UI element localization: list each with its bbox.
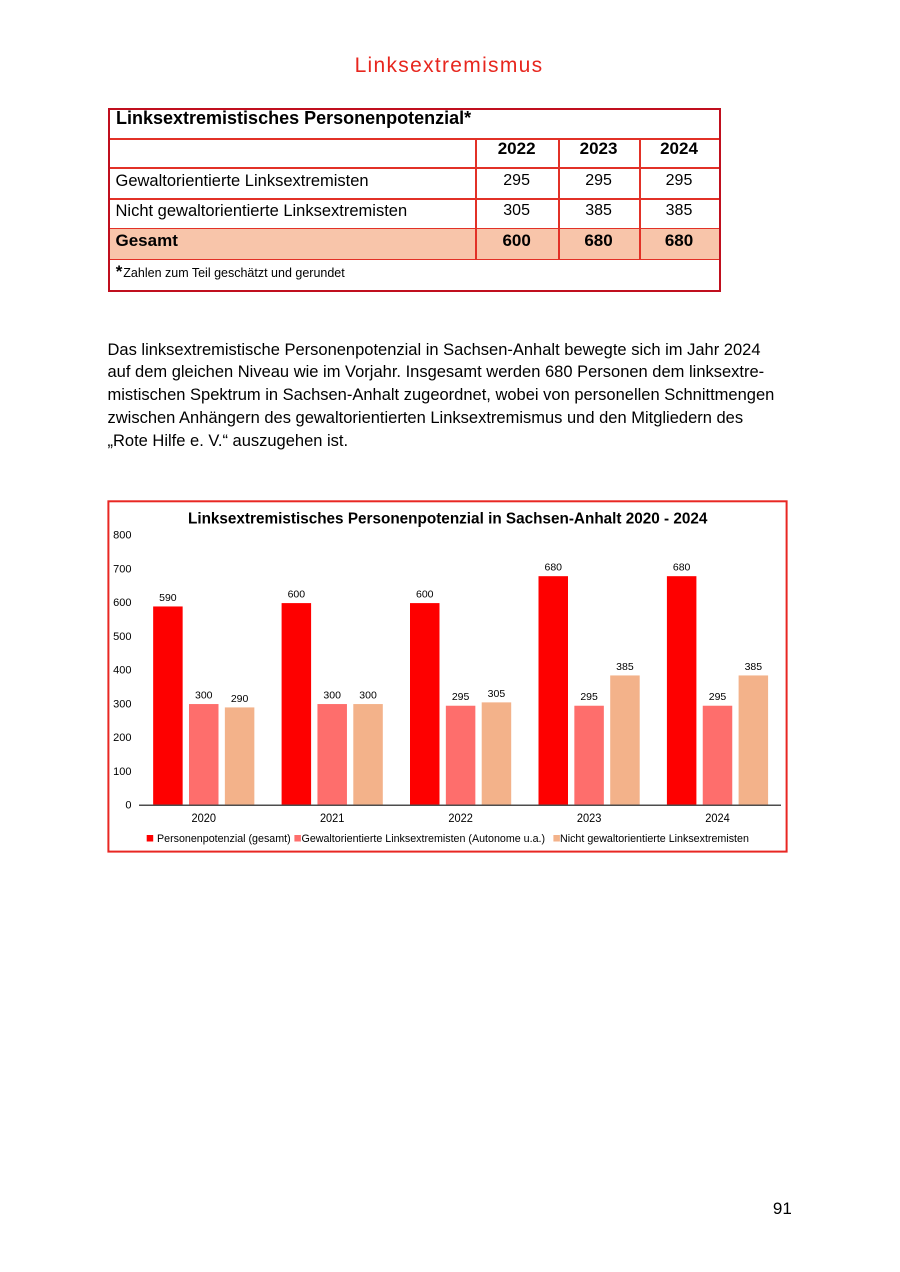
svg-text:2024: 2024 — [705, 811, 730, 825]
svg-text:295: 295 — [452, 691, 470, 703]
svg-text:700: 700 — [113, 563, 131, 575]
svg-text:300: 300 — [359, 690, 377, 702]
svg-text:Nicht gewaltorientierte Linkse: Nicht gewaltorientierte Linksextremisten — [560, 833, 749, 845]
svg-text:600: 600 — [113, 597, 131, 609]
svg-text:2023: 2023 — [577, 811, 602, 825]
svg-text:680: 680 — [544, 562, 562, 574]
svg-text:305: 305 — [488, 688, 506, 700]
svg-text:500: 500 — [113, 631, 131, 643]
svg-text:Linksextremistisches Personenp: Linksextremistisches Personenpotenzial i… — [188, 510, 708, 527]
svg-text:400: 400 — [113, 665, 131, 677]
svg-text:385: 385 — [745, 661, 763, 673]
svg-text:295: 295 — [580, 691, 598, 703]
svg-text:600: 600 — [416, 589, 434, 601]
svg-text:385: 385 — [616, 661, 634, 673]
svg-text:2020: 2020 — [192, 811, 217, 825]
svg-text:100: 100 — [113, 766, 131, 778]
svg-text:2021: 2021 — [320, 811, 345, 825]
svg-text:300: 300 — [323, 690, 341, 702]
svg-text:295: 295 — [709, 691, 727, 703]
svg-text:800: 800 — [113, 530, 131, 542]
svg-text:680: 680 — [673, 562, 691, 574]
svg-text:300: 300 — [113, 698, 131, 710]
svg-text:300: 300 — [195, 690, 213, 702]
svg-text:290: 290 — [231, 693, 249, 705]
svg-text:590: 590 — [159, 592, 177, 604]
svg-text:2022: 2022 — [448, 811, 473, 825]
svg-text:Gewaltorientierte Linksextremi: Gewaltorientierte Linksextremisten (Auto… — [302, 833, 546, 845]
svg-text:600: 600 — [288, 589, 306, 601]
svg-text:Personenpotenzial (gesamt): Personenpotenzial (gesamt) — [157, 833, 291, 845]
svg-text:200: 200 — [113, 732, 131, 744]
svg-text:0: 0 — [125, 800, 131, 812]
